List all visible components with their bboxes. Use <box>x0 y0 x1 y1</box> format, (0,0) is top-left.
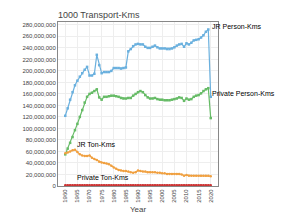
svg-text:Private Ton-Kms: Private Ton-Kms <box>77 174 129 181</box>
svg-text:1000 Transport-Kms: 1000 Transport-Kms <box>58 10 140 20</box>
svg-text:140,000,000: 140,000,000 <box>22 103 56 109</box>
svg-text:200,000,000: 200,000,000 <box>22 68 56 74</box>
svg-text:Private Person-Kms: Private Person-Kms <box>212 90 275 97</box>
svg-text:2015: 2015 <box>196 189 202 203</box>
svg-text:1975: 1975 <box>99 189 105 203</box>
svg-text:0: 0 <box>52 183 56 189</box>
svg-text:2020: 2020 <box>208 189 214 203</box>
svg-text:260,000,000: 260,000,000 <box>22 33 56 39</box>
svg-text:1965: 1965 <box>74 189 80 203</box>
svg-text:160,000,000: 160,000,000 <box>22 91 56 97</box>
svg-text:60,000,000: 60,000,000 <box>26 149 57 155</box>
svg-text:180,000,000: 180,000,000 <box>22 80 56 86</box>
svg-text:Year: Year <box>130 205 147 214</box>
svg-text:280,000,000: 280,000,000 <box>22 22 56 28</box>
svg-text:100,000,000: 100,000,000 <box>22 126 56 132</box>
svg-text:1995: 1995 <box>147 189 153 203</box>
svg-text:2005: 2005 <box>171 189 177 203</box>
svg-text:JR Person-Kms: JR Person-Kms <box>212 23 262 30</box>
svg-text:240,000,000: 240,000,000 <box>22 45 56 51</box>
svg-text:1970: 1970 <box>86 189 92 203</box>
svg-text:1990: 1990 <box>135 189 141 203</box>
svg-text:2010: 2010 <box>183 189 189 203</box>
svg-text:JR Ton-Kms: JR Ton-Kms <box>77 141 115 148</box>
svg-text:20,000,000: 20,000,000 <box>26 172 57 178</box>
svg-text:40,000,000: 40,000,000 <box>26 160 57 166</box>
svg-text:2000: 2000 <box>159 189 165 203</box>
svg-text:80,000,000: 80,000,000 <box>26 137 57 143</box>
svg-text:1985: 1985 <box>123 189 129 203</box>
svg-text:120,000,000: 120,000,000 <box>22 114 56 120</box>
svg-text:220,000,000: 220,000,000 <box>22 57 56 63</box>
svg-text:1960: 1960 <box>62 189 68 203</box>
svg-text:1980: 1980 <box>111 189 117 203</box>
